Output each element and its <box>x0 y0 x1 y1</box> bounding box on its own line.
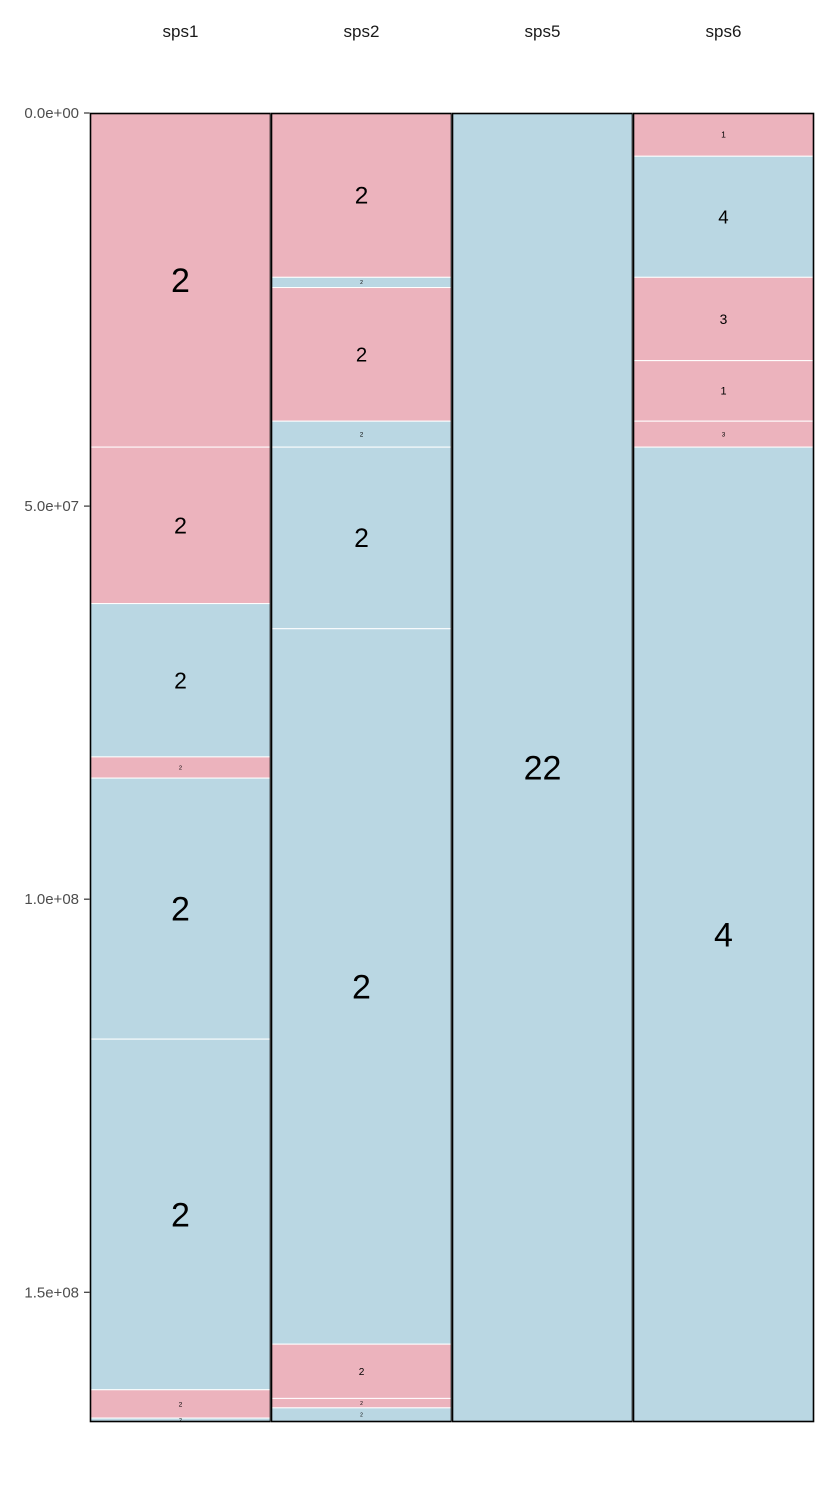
segment-label: 2 <box>359 1367 365 1378</box>
y-tick-label: 5.0e+07 <box>24 498 79 515</box>
segment-label: 2 <box>179 1401 183 1408</box>
segment-sps1-5 <box>89 1038 272 1391</box>
column-label-sps2: sps2 <box>344 22 380 41</box>
y-axis: 0.0e+00 5.0e+07 1.0e+08 1.5e+08 <box>24 105 90 1301</box>
y-tick-label: 1.0e+08 <box>24 891 79 908</box>
segment-label: 2 <box>171 1196 190 1234</box>
segment-sps2-6 <box>270 1343 453 1399</box>
segment-label: 2 <box>352 968 371 1006</box>
segment-sps2-4 <box>270 446 453 630</box>
segment-label: 2 <box>171 891 190 929</box>
column-labels: sps1 sps2 sps5 sps6 <box>163 22 742 41</box>
segment-sps6-5 <box>632 446 815 1423</box>
segment-label: 1 <box>721 130 726 140</box>
column-sps2: 2 2 2 2 2 2 2 2 2 <box>270 112 453 1423</box>
column-label-sps5: sps5 <box>525 22 561 41</box>
segment-label: 1 <box>720 386 726 398</box>
segment-label: 4 <box>714 916 733 954</box>
segment-sps6-3 <box>632 360 815 422</box>
segment-sps2-2 <box>270 287 453 422</box>
segment-label: 2 <box>360 431 364 438</box>
segment-sps6-4 <box>632 420 815 448</box>
segment-sps1-2 <box>89 603 272 758</box>
segment-label: 3 <box>722 431 726 438</box>
column-label-sps1: sps1 <box>163 22 199 41</box>
segment-label: 2 <box>171 262 190 300</box>
y-tick-label: 0.0e+00 <box>24 105 79 122</box>
segment-sps6-0 <box>632 112 815 157</box>
segment-sps1-0 <box>89 112 272 448</box>
segment-label: 4 <box>718 206 728 227</box>
segment-label: 2 <box>174 513 187 539</box>
segment-label: 3 <box>720 312 728 327</box>
segment-label: 2 <box>174 667 187 693</box>
segment-label: 2 <box>355 183 369 210</box>
segment-sps5-0 <box>451 112 634 1423</box>
segment-sps1-6 <box>89 1389 272 1419</box>
column-border <box>632 112 815 1423</box>
column-label-sps6: sps6 <box>706 22 742 41</box>
segment-label: 2 <box>356 344 367 366</box>
segment-label: 2 <box>360 1401 363 1407</box>
segment-label: 22 <box>524 749 562 787</box>
segment-label: 2 <box>360 280 363 286</box>
segment-label: 2 <box>360 1413 363 1419</box>
segment-sps2-0 <box>270 112 453 278</box>
segment-sps2-5 <box>270 628 453 1345</box>
segment-sps2-3 <box>270 420 453 448</box>
segment-label: 2 <box>354 523 369 553</box>
y-tick-label: 1.5e+08 <box>24 1284 79 1301</box>
segment-label: 2 <box>179 766 182 772</box>
column-sps6: 1 4 3 1 3 4 <box>632 112 815 1423</box>
column-sps5: 22 <box>451 112 634 1423</box>
segment-sps1-4 <box>89 777 272 1040</box>
